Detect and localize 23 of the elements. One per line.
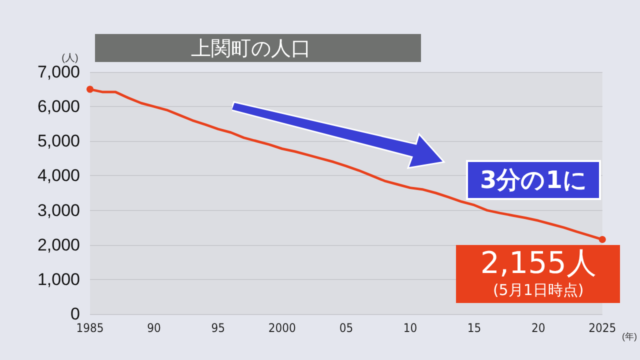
y-tick-label: 5,000 bbox=[37, 132, 80, 151]
y-tick-label: 4,000 bbox=[37, 166, 80, 186]
chart-title: 上関町の人口 bbox=[191, 36, 311, 60]
annotation: 2,155人 bbox=[479, 246, 598, 282]
x-axis-title: (年) bbox=[622, 332, 638, 342]
y-tick-label: 3,000 bbox=[37, 200, 80, 220]
x-tick-label: 20 bbox=[531, 321, 546, 335]
x-tick-label: 1985 bbox=[76, 321, 104, 335]
x-tick-label: 2025 bbox=[588, 321, 616, 335]
y-tick-label: 2,000 bbox=[37, 235, 80, 254]
x-tick-label: 05 bbox=[339, 321, 354, 335]
x-tick-label: 2000 bbox=[268, 321, 296, 335]
y-tick-label: 7,000 bbox=[37, 62, 80, 82]
y-tick-label: 0 bbox=[70, 304, 80, 324]
y-axis-title: (人) bbox=[62, 53, 78, 64]
annotation: 3分の1に bbox=[466, 160, 602, 200]
x-tick-label: 90 bbox=[147, 321, 162, 335]
x-tick-label: 10 bbox=[403, 321, 418, 335]
y-tick-label: 1,000 bbox=[37, 270, 80, 289]
x-tick-label: 95 bbox=[211, 321, 225, 335]
x-tick-label: 15 bbox=[467, 321, 482, 335]
annotation: (5月1日時点) bbox=[492, 281, 585, 300]
y-tick-label: 6,000 bbox=[37, 97, 80, 116]
